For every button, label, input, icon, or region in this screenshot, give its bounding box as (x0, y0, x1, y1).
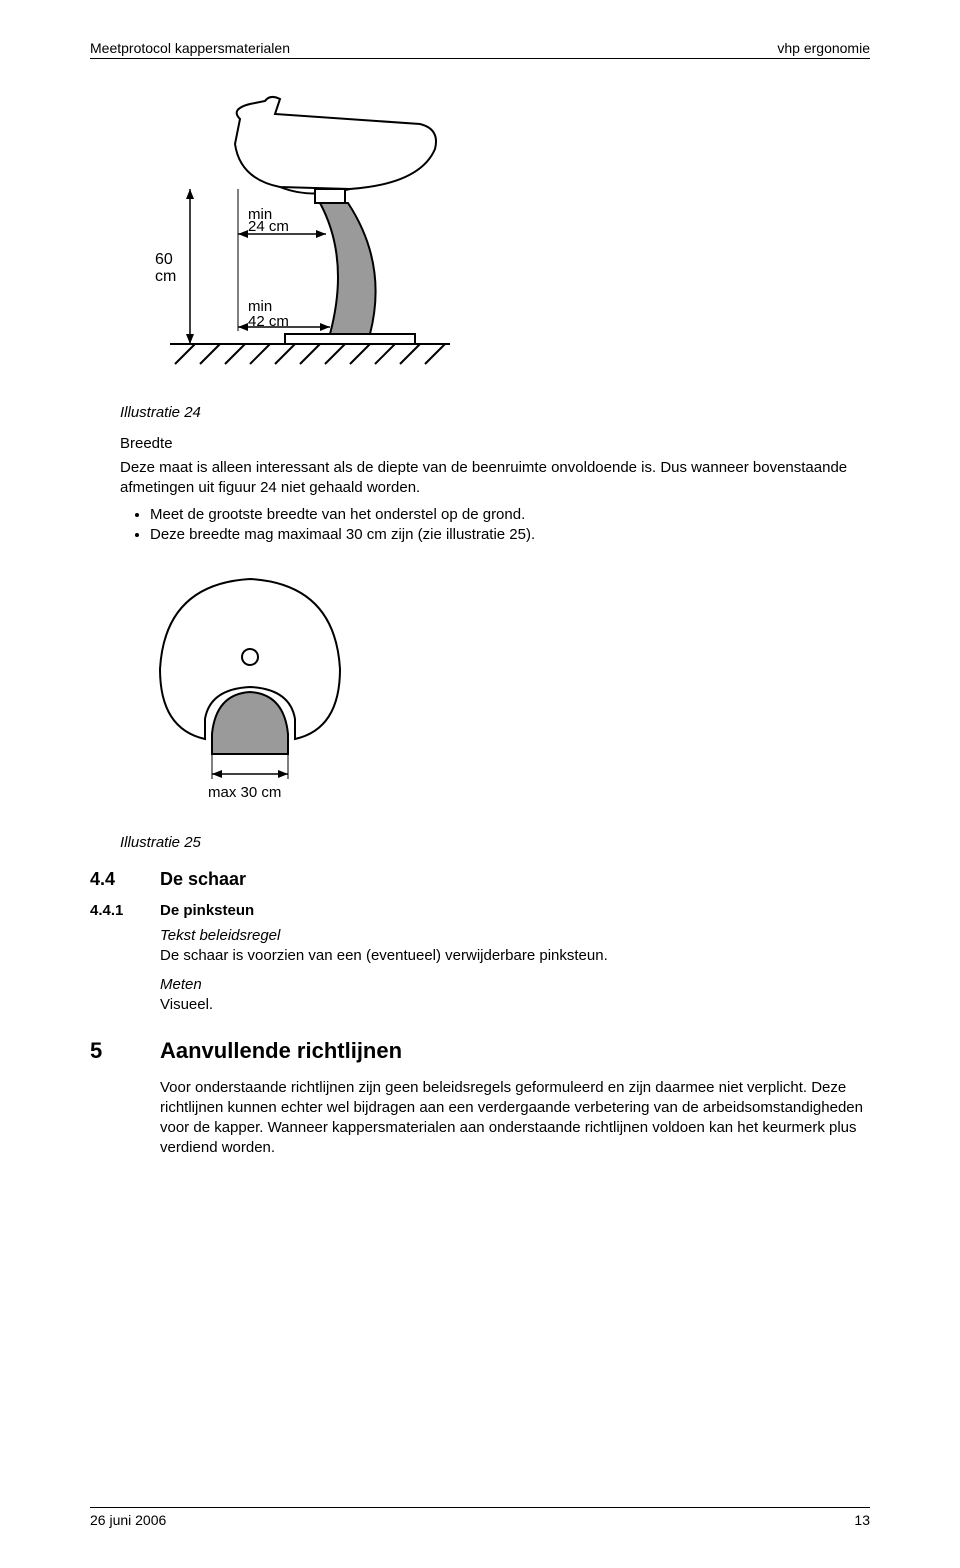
breedte-bullets: Meet de grootste breedte van het onderst… (150, 505, 870, 546)
chapter-5-body: Voor onderstaande richtlijnen zijn geen … (160, 1078, 870, 1159)
label-tekst-beleidsregel: Tekst beleidsregel (160, 927, 870, 944)
label-meten: Meten (160, 976, 870, 993)
chapter-5-num: 5 (90, 1038, 160, 1064)
section-4-4-num: 4.4 (90, 869, 160, 890)
header-right-rest: ergonomie (800, 40, 870, 56)
page-footer: 26 juni 2006 13 (90, 1507, 870, 1528)
section-4-4: 4.4 De schaar (90, 869, 870, 890)
footer-date: 26 juni 2006 (90, 1512, 166, 1528)
page-header: Meetprotocol kappersmaterialen vhp ergon… (90, 40, 870, 59)
breedte-paragraph: Deze maat is alleen interessant als de d… (120, 458, 870, 499)
caption-24: Illustratie 24 (120, 404, 870, 421)
svg-text:24 cm: 24 cm (248, 218, 289, 235)
svg-text:60: 60 (155, 251, 173, 268)
header-right: vhp ergonomie (777, 40, 870, 56)
footer-page-number: 13 (854, 1512, 870, 1528)
body-pinksteun: De schaar is voorzien van een (eventueel… (160, 946, 870, 966)
bullet-2: Deze breedte mag maximaal 30 cm zijn (zi… (150, 525, 870, 545)
svg-text:max 30 cm: max 30 cm (208, 784, 281, 801)
svg-text:42 cm: 42 cm (248, 313, 289, 330)
header-left: Meetprotocol kappersmaterialen (90, 40, 290, 56)
chapter-5: 5 Aanvullende richtlijnen (90, 1038, 870, 1064)
figure-24: 60 cm min 24 cm min 42 cm (120, 79, 870, 384)
chapter-5-title: Aanvullende richtlijnen (160, 1038, 402, 1064)
header-right-bold: vhp (777, 40, 800, 56)
caption-25: Illustratie 25 (120, 834, 870, 851)
svg-text:cm: cm (155, 268, 176, 285)
section-4-4-title: De schaar (160, 869, 246, 890)
figure-25: max 30 cm (120, 559, 870, 814)
section-4-4-1-num: 4.4.1 (90, 902, 160, 919)
body-visueel: Visueel. (160, 995, 870, 1015)
section-4-4-1-title: De pinksteun (160, 902, 254, 919)
bullet-1: Meet de grootste breedte van het onderst… (150, 505, 870, 525)
section-4-4-1: 4.4.1 De pinksteun (90, 902, 870, 919)
breedte-heading: Breedte (120, 435, 870, 452)
